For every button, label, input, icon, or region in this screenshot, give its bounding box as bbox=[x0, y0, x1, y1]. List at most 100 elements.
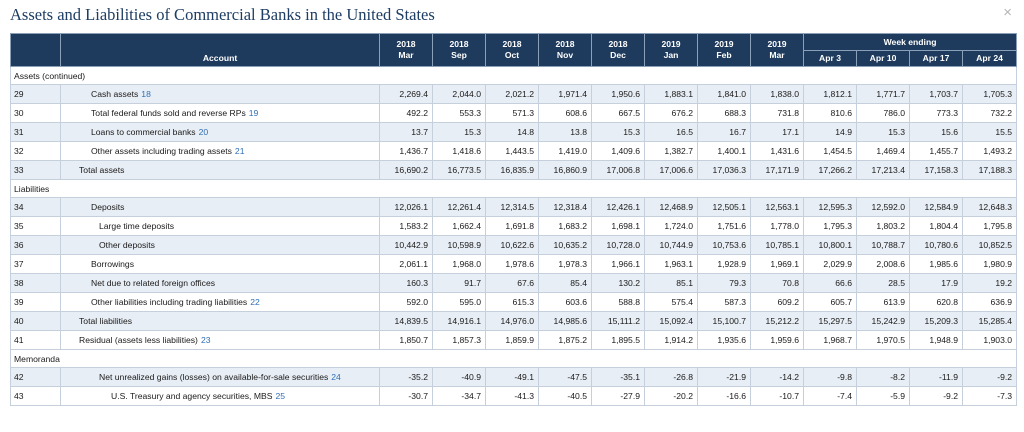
value-cell: 12,592.0 bbox=[856, 197, 910, 217]
footnote-link[interactable]: 19 bbox=[248, 108, 259, 118]
account-label: Total liabilities bbox=[79, 316, 133, 326]
month-year: 2018 bbox=[396, 39, 416, 49]
value-cell: 17,006.8 bbox=[591, 160, 645, 180]
value-cell: -9.2 bbox=[961, 367, 1018, 387]
value-cell: 17,266.2 bbox=[803, 160, 857, 180]
row-number: 38 bbox=[10, 273, 61, 293]
value-cell: 603.6 bbox=[538, 292, 592, 312]
value-cell: 1,935.6 bbox=[697, 330, 751, 350]
value-cell: 70.8 bbox=[750, 273, 804, 293]
value-cell: 15,285.4 bbox=[961, 311, 1018, 331]
table-body: Assets (continued) 29 Cash assets 18 2,269.4… bbox=[9, 66, 1018, 406]
value-cell: 12,468.9 bbox=[644, 197, 698, 217]
value-cell: 1,469.4 bbox=[856, 141, 910, 161]
value-cell: 66.6 bbox=[803, 273, 857, 293]
value-cell: 10,800.1 bbox=[803, 235, 857, 255]
value-cell: 10,780.6 bbox=[909, 235, 963, 255]
row-number: 29 bbox=[10, 84, 61, 104]
value-cell: 10,852.5 bbox=[961, 235, 1018, 255]
account-label: Borrowings bbox=[91, 259, 134, 269]
value-cell: 731.8 bbox=[750, 103, 804, 123]
value-cell: 575.4 bbox=[644, 292, 698, 312]
value-cell: 605.7 bbox=[803, 292, 857, 312]
value-cell: 10,728.0 bbox=[591, 235, 645, 255]
month-name: Sep bbox=[451, 50, 467, 60]
value-cell: 12,584.9 bbox=[909, 197, 963, 217]
value-cell: 810.6 bbox=[803, 103, 857, 123]
value-cell: 16.5 bbox=[644, 122, 698, 142]
section-row: Assets (continued) bbox=[9, 66, 1018, 85]
value-cell: 615.3 bbox=[485, 292, 539, 312]
table-row: 36 Other deposits 10,442.9 10,598.9 10,622.6… bbox=[10, 235, 1018, 255]
value-cell: 12,026.1 bbox=[379, 197, 433, 217]
month-year: 2019 bbox=[714, 39, 734, 49]
footnote-link[interactable]: 25 bbox=[275, 391, 286, 401]
value-cell: 1,841.0 bbox=[697, 84, 751, 104]
value-cell: 1,914.2 bbox=[644, 330, 698, 350]
value-cell: 1,400.1 bbox=[697, 141, 751, 161]
value-cell: 10,635.2 bbox=[538, 235, 592, 255]
footnote-link[interactable]: 24 bbox=[331, 372, 341, 382]
week-header: Apr 3 bbox=[803, 50, 857, 67]
value-cell: 1,985.6 bbox=[909, 254, 963, 274]
close-icon[interactable]: × bbox=[1003, 4, 1012, 21]
value-cell: 2,029.9 bbox=[803, 254, 857, 274]
value-cell: 1,950.6 bbox=[591, 84, 645, 104]
value-cell: 12,648.3 bbox=[961, 197, 1018, 217]
value-cell: 10,622.6 bbox=[485, 235, 539, 255]
value-cell: 1,418.6 bbox=[432, 141, 486, 161]
account-label: Net unrealized gains (losses) on availab… bbox=[99, 372, 329, 382]
value-cell: 1,436.7 bbox=[379, 141, 433, 161]
account-cell: Total assets bbox=[60, 160, 380, 180]
value-cell: -35.1 bbox=[591, 367, 645, 387]
value-cell: 13.7 bbox=[379, 122, 433, 142]
value-cell: 16,860.9 bbox=[538, 160, 592, 180]
value-cell: 1,382.7 bbox=[644, 141, 698, 161]
value-cell: 1,409.6 bbox=[591, 141, 645, 161]
account-label: U.S. Treasury and agency securities, MBS bbox=[111, 391, 273, 401]
footnote-link[interactable]: 23 bbox=[200, 335, 211, 345]
footnote-link[interactable]: 21 bbox=[234, 146, 245, 156]
footnote-link[interactable]: 20 bbox=[198, 127, 209, 137]
account-label: Total assets bbox=[79, 165, 125, 175]
table-header: Account 2018 Mar 2018 Sep 2018 Oct 2018 Nov … bbox=[10, 33, 1018, 67]
month-header: 2019 Jan bbox=[644, 33, 698, 67]
value-cell: 1,771.7 bbox=[856, 84, 910, 104]
row-number-header bbox=[10, 33, 61, 67]
value-cell: 12,563.1 bbox=[750, 197, 804, 217]
value-cell: -21.9 bbox=[697, 367, 751, 387]
value-cell: -40.9 bbox=[432, 367, 486, 387]
value-cell: 620.8 bbox=[909, 292, 963, 312]
value-cell: -10.7 bbox=[750, 386, 804, 406]
account-cell: U.S. Treasury and agency securities, MBS… bbox=[60, 386, 380, 406]
value-cell: 588.8 bbox=[591, 292, 645, 312]
value-cell: 1,970.5 bbox=[856, 330, 910, 350]
row-number: 40 bbox=[10, 311, 61, 331]
value-cell: 1,971.4 bbox=[538, 84, 592, 104]
table-row: 31 Loans to commercial banks 20 13.7 15.3 14.… bbox=[10, 122, 1018, 142]
month-header: 2019 Mar bbox=[750, 33, 804, 67]
value-cell: 1,803.2 bbox=[856, 216, 910, 236]
value-cell: 732.2 bbox=[961, 103, 1018, 123]
value-cell: -20.2 bbox=[644, 386, 698, 406]
value-cell: 1,968.0 bbox=[432, 254, 486, 274]
value-cell: 12,426.1 bbox=[591, 197, 645, 217]
value-cell: 1,705.3 bbox=[961, 84, 1018, 104]
month-year: 2019 bbox=[767, 39, 787, 49]
month-header: 2019 Feb bbox=[697, 33, 751, 67]
value-cell: -41.3 bbox=[485, 386, 539, 406]
value-cell: 12,318.4 bbox=[538, 197, 592, 217]
value-cell: 492.2 bbox=[379, 103, 433, 123]
value-cell: 10,744.9 bbox=[644, 235, 698, 255]
value-cell: 1,778.0 bbox=[750, 216, 804, 236]
value-cell: 1,838.0 bbox=[750, 84, 804, 104]
value-cell: 1,662.4 bbox=[432, 216, 486, 236]
value-cell: -34.7 bbox=[432, 386, 486, 406]
week-header: Apr 10 bbox=[856, 50, 910, 67]
footnote-link[interactable]: 22 bbox=[250, 297, 260, 307]
value-cell: 28.5 bbox=[856, 273, 910, 293]
table-row: 29 Cash assets 18 2,269.4 2,044.0 2,021.2 1,97… bbox=[10, 84, 1018, 104]
value-cell: 15.3 bbox=[432, 122, 486, 142]
value-cell: 613.9 bbox=[856, 292, 910, 312]
footnote-link[interactable]: 18 bbox=[141, 89, 151, 99]
